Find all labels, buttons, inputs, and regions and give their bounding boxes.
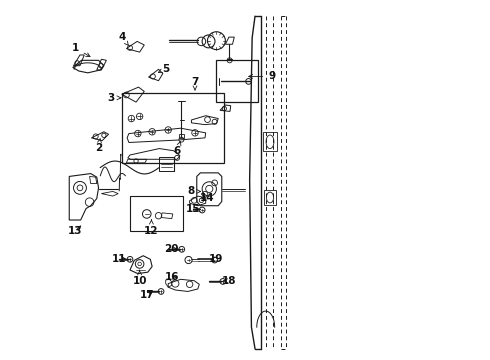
Bar xyxy=(122,93,223,163)
Text: 7: 7 xyxy=(191,77,198,90)
Text: 15: 15 xyxy=(186,204,200,214)
Bar xyxy=(216,60,258,102)
Text: 2: 2 xyxy=(95,139,102,153)
Text: 16: 16 xyxy=(165,272,179,282)
Text: 10: 10 xyxy=(132,270,147,286)
Text: 6: 6 xyxy=(173,141,181,156)
Text: 11: 11 xyxy=(112,253,126,264)
Text: 12: 12 xyxy=(144,220,159,236)
Bar xyxy=(130,196,183,231)
Text: 18: 18 xyxy=(221,276,236,286)
Text: 1: 1 xyxy=(72,43,90,57)
Bar xyxy=(263,132,277,152)
Text: 19: 19 xyxy=(209,254,223,264)
Text: 13: 13 xyxy=(68,226,83,236)
Text: 14: 14 xyxy=(200,193,215,203)
Bar xyxy=(159,157,173,171)
Text: 9: 9 xyxy=(249,71,275,81)
Text: 5: 5 xyxy=(158,64,170,74)
Text: 4: 4 xyxy=(118,32,128,45)
Bar xyxy=(264,190,276,205)
Text: 17: 17 xyxy=(140,290,154,300)
Text: 3: 3 xyxy=(107,93,121,103)
Text: 8: 8 xyxy=(187,186,200,197)
Text: 20: 20 xyxy=(165,244,179,253)
